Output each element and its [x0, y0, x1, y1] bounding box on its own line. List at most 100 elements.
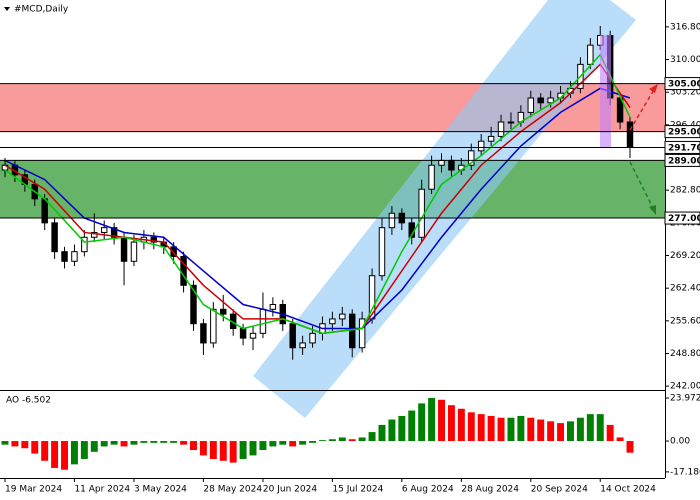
ao-bar	[418, 403, 426, 442]
level-label-box	[664, 77, 700, 91]
candle-body	[61, 251, 68, 262]
ao-bar	[309, 441, 317, 443]
ao-bar	[1, 441, 9, 445]
ao-bar	[497, 417, 505, 442]
ao-bar	[457, 408, 465, 442]
candle-body	[259, 308, 267, 334]
ao-bar	[199, 441, 207, 456]
highlight	[600, 35, 611, 148]
candle-body	[200, 323, 207, 344]
ao-bar	[467, 412, 475, 442]
ao-bar	[428, 397, 436, 442]
ao-tick-label: 0.00	[670, 437, 690, 447]
ao-bar	[259, 441, 267, 451]
ao-bar	[90, 441, 98, 452]
y-tick-label: 310.00	[670, 55, 700, 65]
candle-body	[468, 150, 475, 166]
ao-bar	[567, 421, 574, 442]
ao-bar	[209, 441, 217, 459]
candle-body	[309, 332, 316, 344]
down-arrow-head	[649, 205, 656, 215]
level-label-box	[664, 211, 700, 225]
menu-icon	[4, 7, 10, 11]
candle-body	[71, 251, 78, 262]
ao-tick-label: -17.186	[670, 467, 700, 477]
ao-bar	[517, 415, 525, 442]
y-tick-label: 255.60	[670, 316, 700, 326]
candle-body	[477, 140, 485, 152]
candle-body	[388, 212, 396, 229]
candle-body	[448, 159, 455, 171]
candle-body	[428, 164, 435, 190]
ao-label: AO -6.502	[6, 396, 51, 406]
ao-bar	[547, 421, 555, 442]
candle-body	[170, 246, 177, 257]
candle-body	[487, 135, 495, 142]
ao-bar	[289, 441, 297, 447]
candle-body	[81, 236, 88, 253]
candle-body	[100, 227, 108, 233]
ao-bar	[190, 441, 197, 451]
ao-bar	[537, 419, 545, 442]
ao-bar	[229, 441, 237, 463]
ao-bar	[219, 441, 227, 461]
ao-bar	[21, 441, 29, 449]
ao-bar	[586, 414, 594, 442]
candle-body	[239, 328, 247, 339]
y-tick-label: 269.20	[670, 251, 700, 261]
ao-bar	[557, 423, 565, 442]
y-tick-label: 303.20	[670, 88, 700, 98]
ao-bar	[110, 441, 118, 445]
y-tick-label: 242.00	[670, 382, 700, 392]
ao-bar	[100, 441, 108, 447]
candle-body	[91, 231, 98, 238]
ao-bar	[61, 441, 68, 470]
x-tick-label: 20 Jun 2024	[263, 485, 317, 495]
level-label: 277.00	[668, 214, 700, 224]
ao-bar	[626, 441, 634, 453]
candle-body	[41, 198, 48, 224]
candle-body	[150, 236, 158, 243]
ao-bar	[438, 399, 445, 442]
candle-body	[438, 159, 445, 166]
x-tick-label: 11 Apr 2024	[74, 485, 130, 495]
candle-body	[190, 284, 197, 325]
ao-bar	[150, 441, 158, 443]
y-tick-label: 316.80	[670, 22, 700, 32]
level-label: 291.70	[668, 143, 700, 153]
candle-body	[418, 188, 425, 238]
ao-bar	[358, 437, 366, 442]
candle-body	[210, 308, 217, 344]
ao-bar	[31, 441, 39, 454]
ao-bar	[408, 410, 416, 442]
zone	[0, 160, 665, 219]
candle-body	[348, 313, 356, 349]
candle-body	[537, 97, 544, 104]
candle-body	[587, 44, 594, 65]
candle-body	[110, 227, 118, 238]
level-label-box	[664, 140, 700, 154]
ao-bar	[180, 441, 188, 445]
level-label-box	[664, 125, 700, 139]
ao-bar	[80, 441, 88, 459]
candle-body	[289, 323, 296, 349]
x-tick-label: 14 Oct 2024	[600, 485, 656, 495]
level-label: 289.00	[668, 156, 700, 166]
y-tick-label: 282.80	[670, 186, 700, 196]
ao-bar	[140, 441, 148, 443]
level-label: 305.00	[668, 80, 700, 90]
candle-body	[497, 121, 505, 137]
candle-body	[299, 342, 306, 349]
moving-average	[4, 87, 631, 330]
ao-bar	[318, 440, 326, 442]
up-arrow-head	[649, 84, 658, 93]
candle-body	[269, 304, 277, 310]
ao-bar	[170, 441, 178, 443]
ao-bar	[477, 414, 485, 442]
candle-body	[249, 332, 257, 339]
x-tick-label: 28 Aug 2024	[461, 485, 519, 495]
chart-title: #MCD,Daily	[14, 5, 69, 15]
ao-bar	[378, 424, 386, 442]
